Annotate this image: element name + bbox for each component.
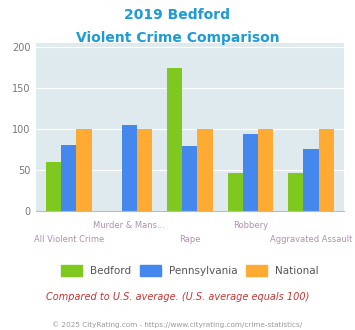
Bar — [304, 149, 319, 211]
Bar — [137, 129, 152, 211]
Text: 2019 Bedford: 2019 Bedford — [125, 8, 230, 22]
Text: Aggravated Assault: Aggravated Assault — [270, 235, 352, 244]
Bar — [61, 145, 76, 211]
Bar — [288, 174, 304, 211]
Text: © 2025 CityRating.com - https://www.cityrating.com/crime-statistics/: © 2025 CityRating.com - https://www.city… — [53, 321, 302, 328]
Bar — [228, 173, 243, 211]
Text: All Violent Crime: All Violent Crime — [34, 235, 104, 244]
Bar — [46, 162, 61, 211]
Text: Robbery: Robbery — [233, 221, 268, 230]
Bar — [122, 125, 137, 211]
Text: Violent Crime Comparison: Violent Crime Comparison — [76, 31, 279, 45]
Text: Rape: Rape — [179, 235, 201, 244]
Bar — [76, 129, 92, 211]
Legend: Bedford, Pennsylvania, National: Bedford, Pennsylvania, National — [57, 261, 323, 280]
Bar — [243, 134, 258, 211]
Text: Murder & Mans...: Murder & Mans... — [93, 221, 165, 230]
Bar — [258, 129, 273, 211]
Bar — [197, 129, 213, 211]
Bar — [319, 129, 334, 211]
Text: Compared to U.S. average. (U.S. average equals 100): Compared to U.S. average. (U.S. average … — [46, 292, 309, 302]
Bar — [167, 68, 182, 211]
Bar — [182, 146, 197, 211]
